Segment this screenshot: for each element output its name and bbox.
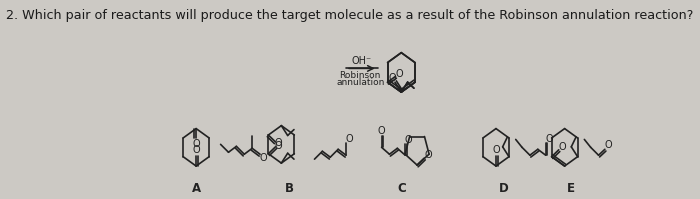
Text: Robinson: Robinson bbox=[340, 71, 381, 80]
Text: E: E bbox=[567, 182, 575, 195]
Text: O: O bbox=[559, 142, 566, 152]
Text: O: O bbox=[275, 138, 282, 148]
Text: O: O bbox=[424, 150, 432, 160]
Text: O: O bbox=[260, 153, 267, 163]
Text: O: O bbox=[604, 140, 612, 150]
Text: O: O bbox=[345, 135, 353, 144]
Text: O: O bbox=[492, 145, 500, 155]
Text: OH⁻: OH⁻ bbox=[352, 56, 372, 65]
Text: A: A bbox=[192, 182, 201, 195]
Text: O: O bbox=[405, 136, 412, 145]
Text: O: O bbox=[193, 139, 200, 149]
Text: C: C bbox=[397, 182, 406, 195]
Text: O: O bbox=[193, 145, 200, 155]
Text: O: O bbox=[388, 73, 395, 83]
Text: D: D bbox=[499, 182, 509, 195]
Text: O: O bbox=[378, 126, 386, 136]
Text: O: O bbox=[395, 69, 403, 79]
Text: B: B bbox=[285, 182, 294, 195]
Text: O: O bbox=[545, 135, 553, 144]
Text: O: O bbox=[275, 141, 282, 151]
Text: annulation: annulation bbox=[336, 78, 384, 87]
Text: 2. Which pair of reactants will produce the target molecule as a result of the R: 2. Which pair of reactants will produce … bbox=[6, 9, 694, 22]
